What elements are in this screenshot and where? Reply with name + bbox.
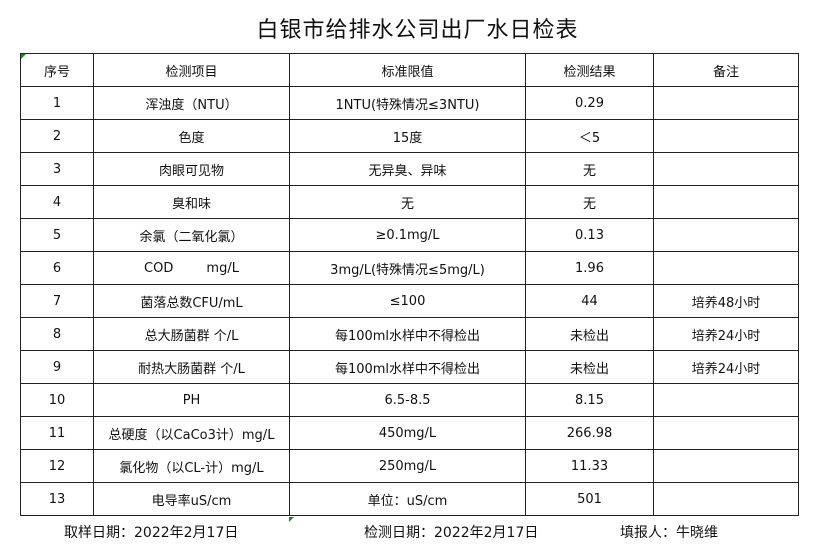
table-cell: ≤100 bbox=[289, 284, 526, 318]
table-header-row: 序号 检测项目 标准限值 检测结果 备注 bbox=[20, 53, 799, 87]
table-cell: 450mg/L bbox=[289, 416, 526, 450]
table-cell: 培养48小时 bbox=[653, 284, 799, 318]
table-cell bbox=[653, 383, 799, 417]
table-cell: 无 bbox=[289, 185, 526, 219]
header-cell: 备注 bbox=[653, 53, 799, 87]
table-cell bbox=[653, 185, 799, 219]
table-cell: 6 bbox=[20, 251, 94, 285]
table-cell: 每100ml水样中不得检出 bbox=[289, 317, 526, 351]
table-row: 13 电导率uS/cm 单位：uS/cm 501 bbox=[20, 482, 799, 516]
table-cell: 11 bbox=[20, 416, 94, 450]
table-cell: 电导率uS/cm bbox=[93, 482, 290, 516]
table-row: 1 浑浊度（NTU） 1NTU(特殊情况≤3NTU) 0.29 bbox=[20, 86, 799, 120]
table-cell: 2 bbox=[20, 119, 94, 153]
table-row: 10 PH 6.5-8.5 8.15 bbox=[20, 383, 799, 417]
table-cell: 无 bbox=[525, 152, 654, 186]
table-cell: 13 bbox=[20, 482, 94, 516]
table-cell bbox=[653, 119, 799, 153]
table-cell: 5 bbox=[20, 218, 94, 252]
table-row: 8 总大肠菌群 个/L 每100ml水样中不得检出 未检出 培养24小时 bbox=[20, 317, 799, 351]
table-cell: ＜5 bbox=[525, 119, 654, 153]
header-cell: 序号 bbox=[20, 53, 94, 87]
table-cell: 浑浊度（NTU） bbox=[93, 86, 290, 120]
table-cell: 色度 bbox=[93, 119, 290, 153]
table-cell: 6.5-8.5 bbox=[289, 383, 526, 417]
table-cell: 11.33 bbox=[525, 449, 654, 483]
page-title: 白银市给排水公司出厂水日检表 bbox=[256, 18, 579, 43]
table-cell bbox=[653, 482, 799, 516]
table-cell: 3mg/L(特殊情况≤5mg/L) bbox=[289, 251, 526, 285]
cell-marker bbox=[289, 517, 294, 522]
table-cell bbox=[653, 152, 799, 186]
table-cell: 15度 bbox=[289, 119, 526, 153]
table-cell: 250mg/L bbox=[289, 449, 526, 483]
table-cell: 单位：uS/cm bbox=[289, 482, 526, 516]
table-cell: 未检出 bbox=[525, 350, 654, 384]
table-cell: 266.98 bbox=[525, 416, 654, 450]
table-cell: 耐热大肠菌群 个/L bbox=[93, 350, 290, 384]
table-cell: 无 bbox=[525, 185, 654, 219]
table-cell bbox=[653, 416, 799, 450]
table-cell: COD mg/L bbox=[93, 251, 290, 285]
table-cell: 9 bbox=[20, 350, 94, 384]
table-cell: 无异臭、异味 bbox=[289, 152, 526, 186]
header-cell: 标准限值 bbox=[289, 53, 526, 87]
table-cell: 3 bbox=[20, 152, 94, 186]
table-cell: 总硬度（以CaCo3计）mg/L bbox=[93, 416, 290, 450]
table-row: 6 COD mg/L 3mg/L(特殊情况≤5mg/L) 1.96 bbox=[20, 251, 799, 285]
table-cell: 未检出 bbox=[525, 317, 654, 351]
table-row: 9 耐热大肠菌群 个/L 每100ml水样中不得检出 未检出 培养24小时 bbox=[20, 350, 799, 384]
table-cell: 0.29 bbox=[525, 86, 654, 120]
table-cell: 余氯（二氧化氯） bbox=[93, 218, 290, 252]
table-cell: 总大肠菌群 个/L bbox=[93, 317, 290, 351]
table-cell: 每100ml水样中不得检出 bbox=[289, 350, 526, 384]
table-row: 3 肉眼可见物 无异臭、异味无 bbox=[20, 152, 799, 186]
table-cell bbox=[653, 218, 799, 252]
table-cell: PH bbox=[93, 383, 290, 417]
table-cell: 7 bbox=[20, 284, 94, 318]
table-cell: 8 bbox=[20, 317, 94, 351]
table-cell: 臭和味 bbox=[93, 185, 290, 219]
table-row: 7 菌落总数CFU/mL ≤100 44 培养48小时 bbox=[20, 284, 799, 318]
table-cell: 菌落总数CFU/mL bbox=[93, 284, 290, 318]
table-cell: 1 bbox=[20, 86, 94, 120]
test-date: 检测日期：2022年2月17日 bbox=[364, 525, 539, 541]
table-row: 12 氯化物（以CL-计）mg/L 250mg/L 11.33 bbox=[20, 449, 799, 483]
header-cell: 检测项目 bbox=[93, 53, 290, 87]
filled-by: 填报人：牛晓维 bbox=[620, 525, 718, 541]
table-row: 2 色度 15度 ＜5 bbox=[20, 119, 799, 153]
table-cell: 培养24小时 bbox=[653, 350, 799, 384]
table-cell: 12 bbox=[20, 449, 94, 483]
table-cell: 1NTU(特殊情况≤3NTU) bbox=[289, 86, 526, 120]
table-cell: 0.13 bbox=[525, 218, 654, 252]
table-cell: ≥0.1mg/L bbox=[289, 218, 526, 252]
table-row: 4 臭和味无无 bbox=[20, 185, 799, 219]
table-cell: 501 bbox=[525, 482, 654, 516]
table-cell: 8.15 bbox=[525, 383, 654, 417]
table-cell bbox=[653, 86, 799, 120]
table-cell: 1.96 bbox=[525, 251, 654, 285]
sampling-date: 取样日期：2022年2月17日 bbox=[64, 525, 239, 541]
table-cell: 氯化物（以CL-计）mg/L bbox=[93, 449, 290, 483]
table-row: 11 总硬度（以CaCo3计）mg/L 450mg/L 266.98 bbox=[20, 416, 799, 450]
table-cell: 肉眼可见物 bbox=[93, 152, 290, 186]
table-cell bbox=[653, 449, 799, 483]
table-row: 5 余氯（二氧化氯） ≥0.1mg/L 0.13 bbox=[20, 218, 799, 252]
table-cell bbox=[653, 251, 799, 285]
table-cell: 10 bbox=[20, 383, 94, 417]
inspection-table: 序号 检测项目 标准限值 检测结果 备注 1 浑浊度（NTU） 1NTU(特殊情况≤… bbox=[20, 53, 799, 516]
table-cell: 44 bbox=[525, 284, 654, 318]
table-cell: 4 bbox=[20, 185, 94, 219]
header-cell: 检测结果 bbox=[525, 53, 654, 87]
table-cell: 培养24小时 bbox=[653, 317, 799, 351]
